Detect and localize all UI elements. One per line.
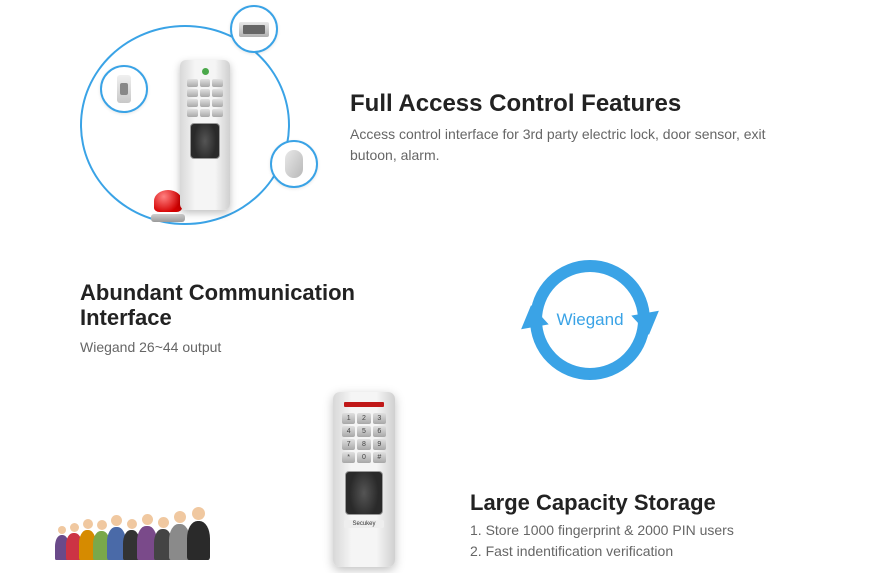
capacity-line-1: 1. Store 1000 fingerprint & 2000 PIN use… [470,520,850,541]
door-sensor-icon [270,140,318,188]
capacity-heading: Large Capacity Storage [470,490,850,516]
keypad-key: # [373,452,386,463]
keypad-key: 6 [373,426,386,437]
user-queue-illustration [55,507,207,560]
keypad-key: 4 [342,426,355,437]
keypad-key: * [342,452,355,463]
access-control-subtitle: Access control interface for 3rd party e… [350,124,770,166]
person-icon [187,507,210,560]
keypad-key: 1 [342,413,355,424]
access-control-orbit-graphic [60,5,320,245]
keypad-key: 5 [357,426,370,437]
section-access-control-text: Full Access Control Features Access cont… [350,90,770,166]
wiegand-badge: Wiegand [530,260,650,380]
section-capacity-text: Large Capacity Storage 1. Store 1000 fin… [470,490,850,562]
section-communication-text: Abundant Communication Interface Wiegand… [80,280,420,358]
fingerprint-device-icon: 123 456 789 *0# Secukey [333,392,395,567]
capacity-graphic: 123456789*0# Secukey [55,420,415,570]
keypad-key: 2 [357,413,370,424]
keypad-key: 7 [342,439,355,450]
communication-subtitle: Wiegand 26~44 output [80,337,420,358]
exit-button-icon [100,65,148,113]
wiegand-label: Wiegand [530,260,650,380]
communication-heading: Abundant Communication Interface [80,280,420,331]
keypad-key: 3 [373,413,386,424]
access-control-device-icon [180,60,230,210]
keypad-key: 8 [357,439,370,450]
access-control-heading: Full Access Control Features [350,90,770,118]
keypad-key: 9 [373,439,386,450]
device-brand-label: Secukey [344,520,384,528]
keypad-key: 0 [357,452,370,463]
magnetic-lock-icon [230,5,278,53]
capacity-line-2: 2. Fast indentification verification [470,541,850,562]
